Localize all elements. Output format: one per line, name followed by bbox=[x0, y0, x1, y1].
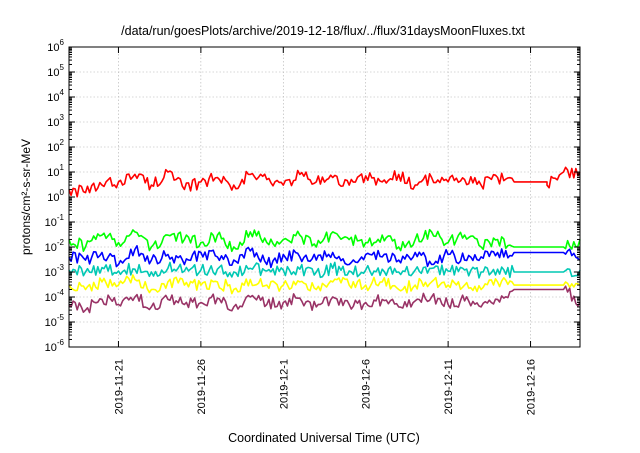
x-axis-label: Coordinated Universal Time (UTC) bbox=[228, 431, 420, 445]
x-tick-label: 2019-11-21 bbox=[113, 359, 125, 414]
y-tick-label: 103 bbox=[47, 113, 64, 129]
y-tick-label: 102 bbox=[47, 138, 64, 154]
series-line bbox=[68, 245, 581, 269]
plot-frame bbox=[68, 46, 581, 348]
y-tick-label: 10-2 bbox=[45, 238, 65, 254]
x-tick-label: 2019-12-16 bbox=[526, 359, 538, 415]
y-tick-label: 105 bbox=[47, 63, 64, 79]
y-tick-label: 10-6 bbox=[45, 338, 65, 354]
x-tick-label: 2019-12-1 bbox=[278, 359, 290, 409]
y-tick-label: 10-1 bbox=[45, 213, 65, 229]
series-line bbox=[68, 274, 581, 295]
series-line bbox=[68, 166, 581, 198]
series-layer bbox=[68, 166, 581, 314]
y-tick-label: 10-3 bbox=[45, 263, 65, 279]
x-tick-label: 2019-12-11 bbox=[443, 359, 455, 414]
series-line bbox=[68, 228, 581, 253]
x-tick-label: 2019-12-6 bbox=[361, 359, 373, 409]
y-tick-label: 10-5 bbox=[45, 313, 65, 329]
y-axis-label: protons/cm²-s-sr-MeV bbox=[19, 139, 33, 255]
y-tick-label: 100 bbox=[47, 188, 64, 204]
series-line bbox=[68, 285, 581, 314]
series-line bbox=[68, 261, 581, 279]
axis-ticks: 10-6 10-5 10-4 10-3 10-2 10-1 100 101 102 103 104 1… bbox=[45, 38, 580, 415]
y-tick-label: 106 bbox=[47, 38, 64, 54]
y-tick-label: 10-4 bbox=[45, 288, 65, 304]
y-tick-label: 101 bbox=[47, 163, 64, 179]
chart-title: /data/run/goesPlots/archive/2019-12-18/f… bbox=[121, 24, 525, 38]
grid bbox=[69, 46, 580, 348]
y-tick-label: 104 bbox=[47, 88, 64, 104]
x-tick-label: 2019-11-26 bbox=[196, 359, 208, 414]
